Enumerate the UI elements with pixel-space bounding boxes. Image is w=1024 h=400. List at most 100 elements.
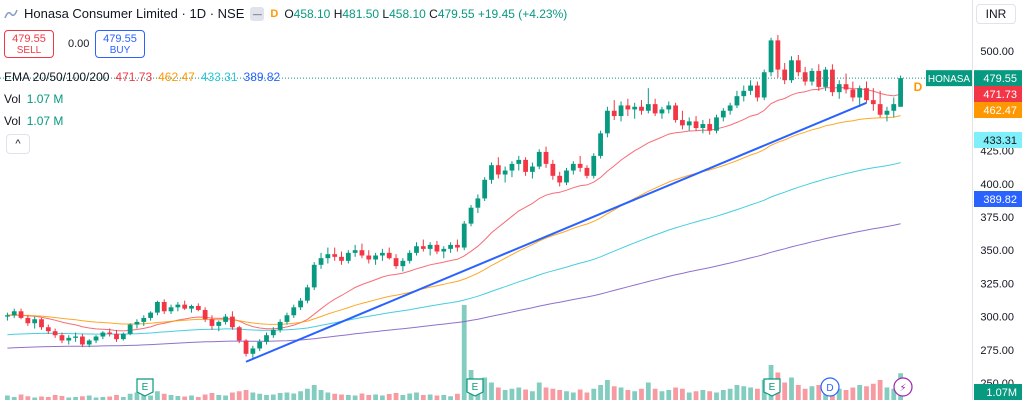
candle-body[interactable] bbox=[489, 165, 494, 180]
candle-body[interactable] bbox=[155, 301, 160, 313]
candle-body[interactable] bbox=[461, 223, 467, 248]
candle-body[interactable] bbox=[700, 124, 706, 129]
candle-body[interactable] bbox=[298, 300, 303, 308]
collapse-legend-button[interactable]: ^ bbox=[6, 134, 30, 154]
candle-body[interactable] bbox=[32, 319, 38, 324]
candle-body[interactable] bbox=[257, 341, 263, 349]
candle-body[interactable] bbox=[495, 165, 501, 175]
candle-body[interactable] bbox=[59, 335, 65, 341]
candle-body[interactable] bbox=[584, 167, 590, 176]
candle-body[interactable] bbox=[666, 105, 672, 110]
candle-body[interactable] bbox=[543, 151, 549, 164]
candle-body[interactable] bbox=[359, 250, 365, 256]
candle-body[interactable] bbox=[734, 96, 740, 106]
delayed-data-badge[interactable]: D bbox=[270, 7, 279, 20]
candle-body[interactable] bbox=[536, 151, 542, 167]
candle-body[interactable] bbox=[605, 110, 610, 134]
candle-body[interactable] bbox=[230, 316, 235, 328]
candle-body[interactable] bbox=[386, 252, 392, 259]
candle-body[interactable] bbox=[468, 207, 474, 224]
candle-body[interactable] bbox=[509, 163, 515, 171]
candle-body[interactable] bbox=[782, 69, 788, 81]
candle-body[interactable] bbox=[352, 250, 358, 253]
candle-body[interactable] bbox=[680, 120, 685, 126]
candle-body[interactable] bbox=[11, 311, 17, 316]
candle-body[interactable] bbox=[714, 117, 719, 131]
candle-body[interactable] bbox=[727, 105, 733, 111]
collapse-legend-icon[interactable]: — bbox=[250, 6, 265, 21]
candle-body[interactable] bbox=[870, 100, 876, 105]
candle-body[interactable] bbox=[407, 252, 413, 261]
candle-body[interactable] bbox=[168, 307, 174, 312]
candle-body[interactable] bbox=[209, 319, 215, 326]
candle-body[interactable] bbox=[516, 159, 522, 164]
volume-legend-1[interactable]: Vol 1.07 M bbox=[4, 92, 63, 106]
candle-body[interactable] bbox=[223, 316, 228, 322]
candle-body[interactable] bbox=[39, 319, 44, 328]
candle-body[interactable] bbox=[45, 327, 51, 332]
candle-body[interactable] bbox=[93, 336, 99, 341]
candle-body[interactable] bbox=[5, 315, 10, 317]
candle-body[interactable] bbox=[891, 104, 897, 111]
candle-body[interactable] bbox=[264, 335, 269, 342]
candle-body[interactable] bbox=[482, 179, 488, 199]
candle-body[interactable] bbox=[277, 321, 283, 330]
candle-body[interactable] bbox=[73, 336, 78, 338]
candle-body[interactable] bbox=[373, 255, 378, 260]
candle-body[interactable] bbox=[366, 255, 372, 260]
candle-body[interactable] bbox=[645, 104, 651, 111]
candle-body[interactable] bbox=[775, 40, 781, 70]
candle-body[interactable] bbox=[639, 106, 644, 111]
candle-body[interactable] bbox=[570, 163, 576, 171]
candle-body[interactable] bbox=[114, 333, 119, 340]
candle-body[interactable] bbox=[86, 340, 92, 345]
candle-body[interactable] bbox=[318, 258, 324, 265]
candle-body[interactable] bbox=[502, 170, 508, 175]
candle-body[interactable] bbox=[120, 333, 126, 340]
earnings-icon[interactable] bbox=[466, 378, 484, 397]
candle-body[interactable] bbox=[284, 315, 290, 322]
candle-body[interactable] bbox=[877, 104, 883, 115]
candle-body[interactable] bbox=[434, 244, 440, 252]
candle-body[interactable] bbox=[66, 337, 72, 341]
candle-body[interactable] bbox=[693, 121, 699, 129]
candle-body[interactable] bbox=[850, 89, 856, 98]
candle-body[interactable] bbox=[236, 327, 242, 341]
candle-body[interactable] bbox=[707, 124, 713, 131]
candle-body[interactable] bbox=[141, 317, 147, 322]
candle-body[interactable] bbox=[441, 248, 447, 252]
candle-body[interactable] bbox=[830, 69, 835, 93]
split-icon[interactable] bbox=[893, 377, 913, 397]
candle-body[interactable] bbox=[202, 309, 208, 320]
trendline[interactable] bbox=[245, 101, 867, 363]
candle-body[interactable] bbox=[598, 133, 603, 156]
candle-body[interactable] bbox=[530, 166, 535, 172]
candle-body[interactable] bbox=[686, 121, 692, 126]
candle-body[interactable] bbox=[816, 70, 822, 87]
candle-body[interactable] bbox=[455, 244, 460, 248]
candle-body[interactable] bbox=[393, 258, 399, 267]
candle-body[interactable] bbox=[420, 246, 426, 249]
currency-button[interactable]: INR bbox=[976, 4, 1016, 24]
candle-body[interactable] bbox=[332, 254, 338, 257]
candle-body[interactable] bbox=[305, 287, 310, 301]
earnings-icon[interactable] bbox=[136, 378, 154, 397]
candle-body[interactable] bbox=[448, 244, 453, 249]
sell-button[interactable]: 479.55 SELL bbox=[4, 30, 54, 58]
earnings-icon[interactable] bbox=[763, 378, 781, 397]
candle-body[interactable] bbox=[339, 256, 344, 261]
candle-body[interactable] bbox=[291, 307, 297, 316]
candle-body[interactable] bbox=[127, 324, 133, 334]
symbol-title[interactable]: Honasa Consumer Limited · 1D · NSE bbox=[24, 6, 245, 21]
candle-body[interactable] bbox=[345, 252, 351, 261]
candle-body[interactable] bbox=[107, 332, 113, 334]
candle-body[interactable] bbox=[673, 105, 678, 121]
candle-body[interactable] bbox=[802, 72, 808, 82]
ema-legend[interactable]: EMA 20/50/100/200 471.73 462.47 433.31 3… bbox=[4, 70, 280, 84]
candle-body[interactable] bbox=[761, 72, 767, 98]
candle-body[interactable] bbox=[195, 305, 201, 310]
candle-body[interactable] bbox=[414, 246, 419, 253]
candle-body[interactable] bbox=[100, 332, 106, 337]
candle-body[interactable] bbox=[270, 329, 276, 336]
candle-body[interactable] bbox=[741, 90, 747, 97]
